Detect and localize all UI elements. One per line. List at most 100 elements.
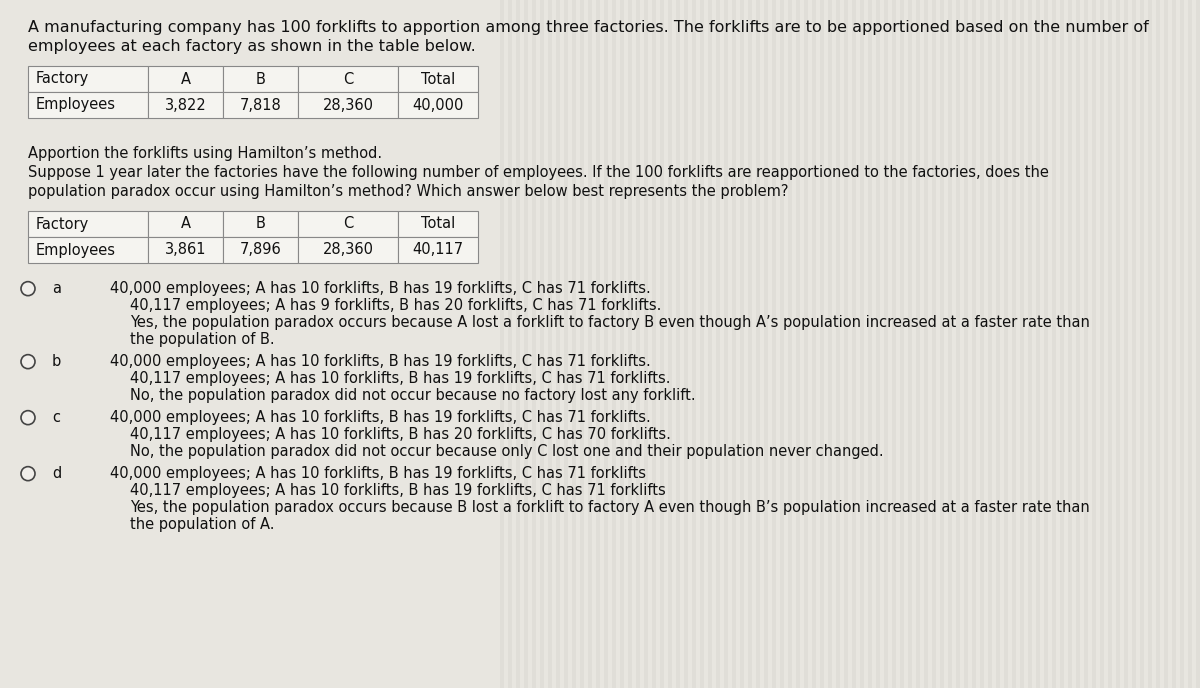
Bar [876,0,880,688]
Bar [298,211,398,237]
Circle shape [22,466,35,481]
Text: the population of A.: the population of A. [130,517,275,532]
Bar [532,0,536,688]
Bar [684,0,688,688]
Text: A: A [180,217,191,231]
Text: 3,861: 3,861 [164,242,206,257]
Bar [148,92,223,118]
Bar [572,0,576,688]
Bar [788,0,792,688]
Text: 40,000 employees; A has 10 forklifts, B has 19 forklifts, C has 71 forklifts.: 40,000 employees; A has 10 forklifts, B … [110,410,650,425]
Bar [884,0,888,688]
Text: 28,360: 28,360 [323,242,373,257]
Bar [700,0,704,688]
Bar [692,0,696,688]
Bar [1100,0,1104,688]
Bar [924,0,928,688]
Bar [732,0,736,688]
Text: B: B [256,72,265,87]
Bar [223,92,298,118]
Text: Factory: Factory [36,72,89,87]
Bar [916,0,920,688]
Text: 7,818: 7,818 [240,98,281,113]
Bar [1124,0,1128,688]
Text: 7,896: 7,896 [240,242,281,257]
Circle shape [22,411,35,424]
Bar [908,0,912,688]
Text: Total: Total [421,72,455,87]
Circle shape [22,281,35,296]
Bar [844,0,848,688]
Text: d: d [52,466,61,481]
Text: employees at each factory as shown in the table below.: employees at each factory as shown in th… [28,39,475,54]
Bar [1092,0,1096,688]
Bar [580,0,584,688]
Bar [900,0,904,688]
Bar [398,66,478,92]
Bar [1076,0,1080,688]
Bar [708,0,712,688]
Text: Yes, the population paradox occurs because A lost a forklift to factory B even t: Yes, the population paradox occurs becau… [130,315,1090,330]
Bar [676,0,680,688]
Text: 3,822: 3,822 [164,98,206,113]
Text: Factory: Factory [36,217,89,231]
Bar [28,66,148,92]
Bar [1004,0,1008,688]
Bar [964,0,968,688]
Bar [940,0,944,688]
Bar [1140,0,1144,688]
Text: c: c [52,410,60,425]
Bar [298,92,398,118]
Bar [1116,0,1120,688]
Bar [540,0,544,688]
Bar [652,0,656,688]
Bar [828,0,832,688]
Text: b: b [52,354,61,369]
Bar [548,0,552,688]
Bar [620,0,624,688]
Text: Yes, the population paradox occurs because B lost a forklift to factory A even t: Yes, the population paradox occurs becau… [130,500,1090,515]
Bar [1148,0,1152,688]
Bar [1188,0,1192,688]
Text: a: a [52,281,61,296]
Bar [1156,0,1160,688]
Bar [1028,0,1032,688]
Bar [1052,0,1056,688]
Bar [1196,0,1200,688]
Text: Total: Total [421,217,455,231]
Bar [223,66,298,92]
Text: Apportion the forklifts using Hamilton’s method.: Apportion the forklifts using Hamilton’s… [28,146,382,161]
Bar [148,237,223,263]
Bar [612,0,616,688]
Bar [644,0,648,688]
Bar [852,0,856,688]
Bar [398,237,478,263]
Text: No, the population paradox did not occur because no factory lost any forklift.: No, the population paradox did not occur… [130,388,696,403]
Bar [820,0,824,688]
Text: the population of B.: the population of B. [130,332,275,347]
Bar [812,0,816,688]
Bar [223,211,298,237]
Bar [596,0,600,688]
Bar [1044,0,1048,688]
Bar [836,0,840,688]
Bar [756,0,760,688]
Bar [28,92,148,118]
Bar [1068,0,1072,688]
Text: Employees: Employees [36,98,116,113]
Bar [148,211,223,237]
Bar [298,66,398,92]
Bar [668,0,672,688]
Bar [988,0,992,688]
Text: 40,117 employees; A has 10 forklifts, B has 20 forklifts, C has 70 forklifts.: 40,117 employees; A has 10 forklifts, B … [130,427,671,442]
Bar [780,0,784,688]
Text: 40,117 employees; A has 10 forklifts, B has 19 forklifts, C has 71 forklifts: 40,117 employees; A has 10 forklifts, B … [130,483,666,498]
Text: Suppose 1 year later the factories have the following number of employees. If th: Suppose 1 year later the factories have … [28,165,1049,180]
Bar [28,237,148,263]
Bar [298,237,398,263]
Bar [1164,0,1168,688]
Bar [860,0,864,688]
Bar [748,0,752,688]
Bar [740,0,744,688]
Text: C: C [343,72,353,87]
